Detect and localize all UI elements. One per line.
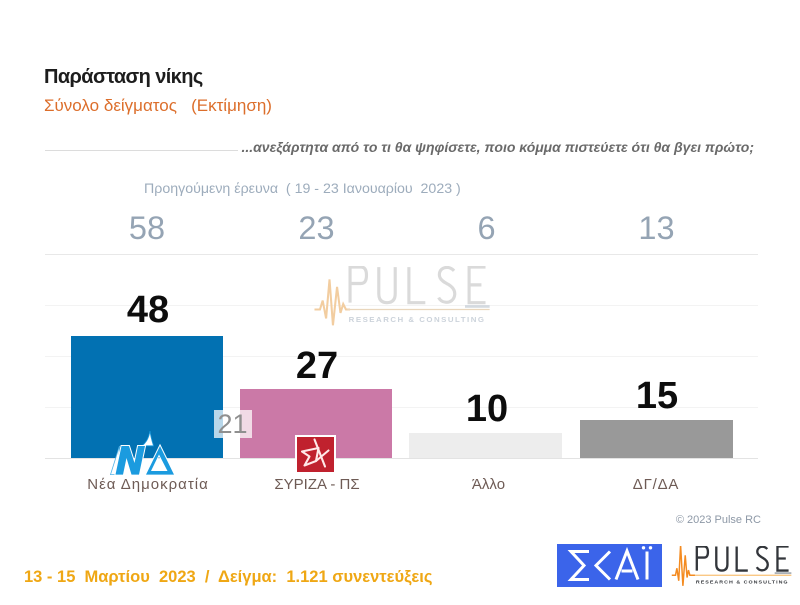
svg-text:RESEARCH & CONSULTING: RESEARCH & CONSULTING [349, 316, 486, 324]
svg-text:RESEARCH & CONSULTING: RESEARCH & CONSULTING [696, 580, 789, 586]
